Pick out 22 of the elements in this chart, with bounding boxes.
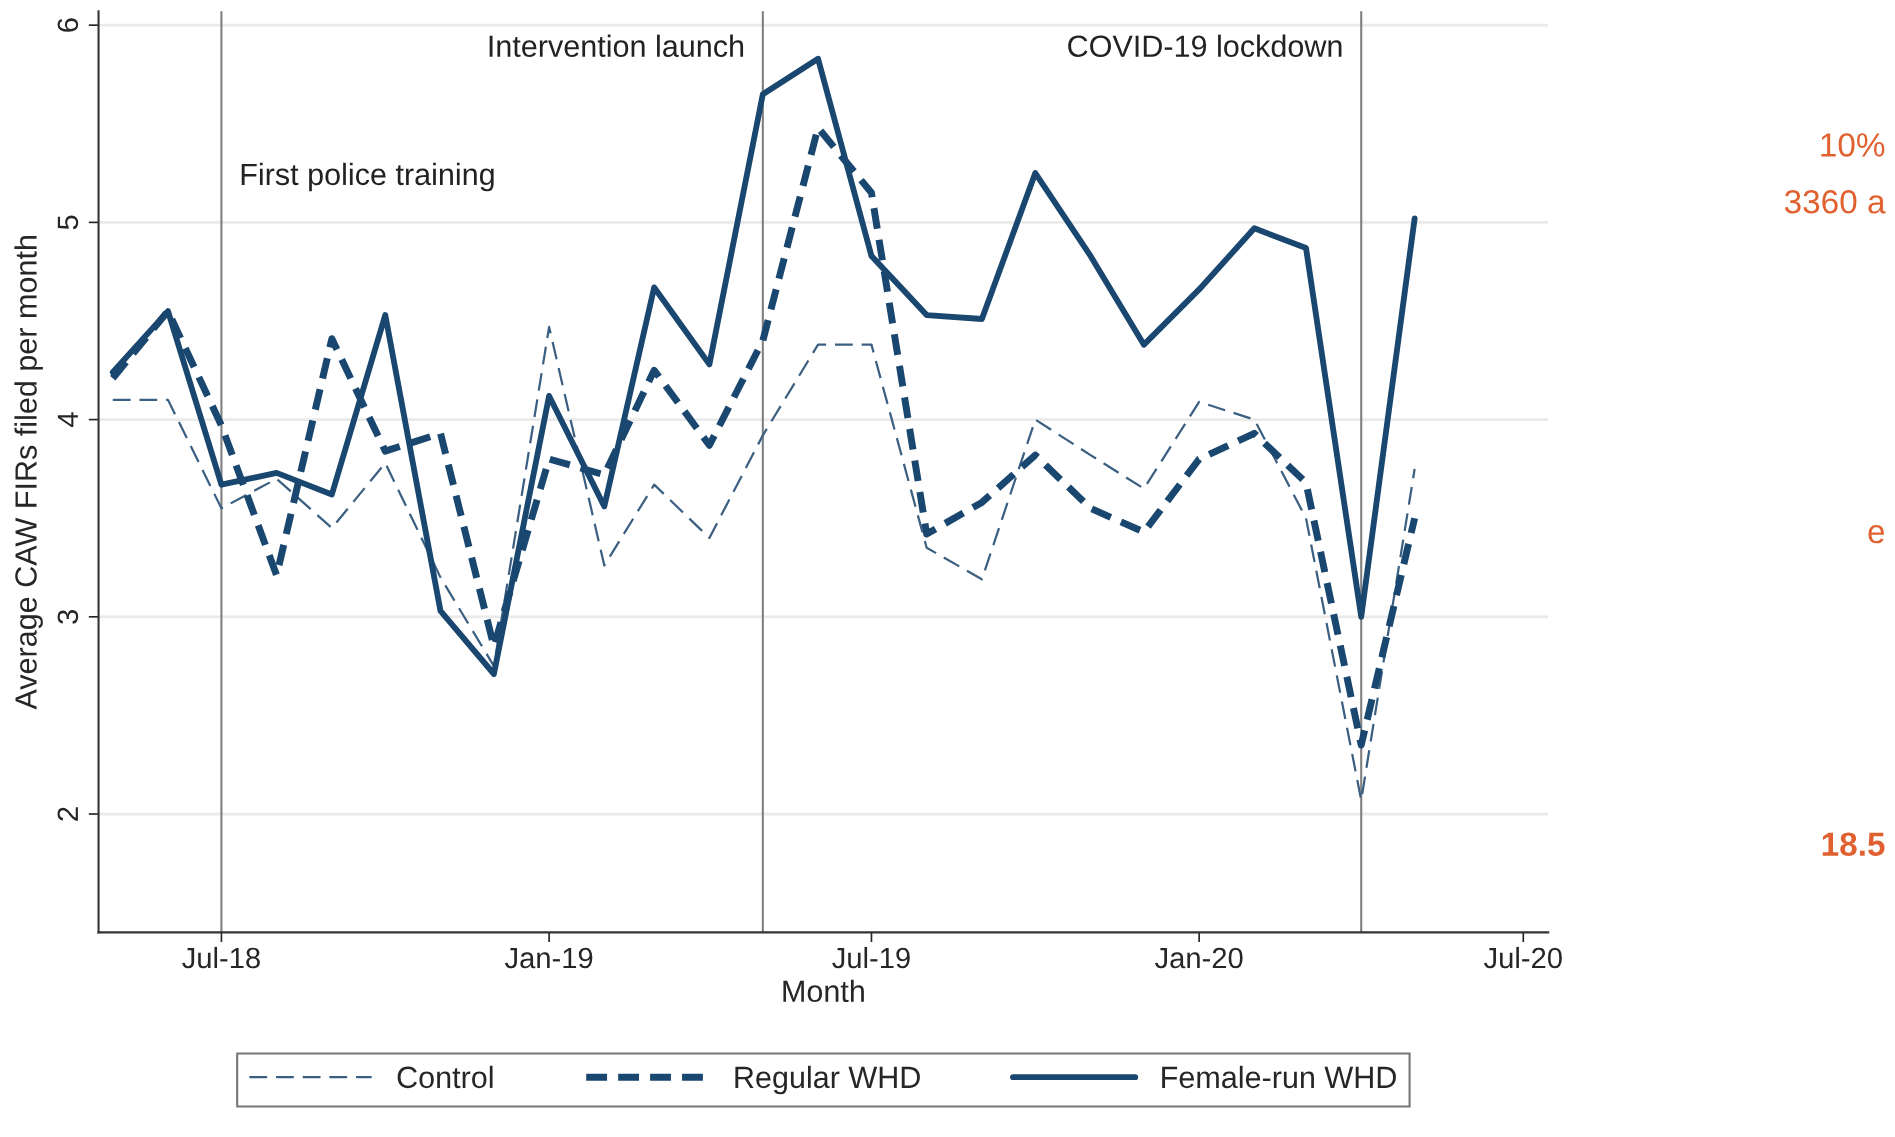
legend-label: Regular WHD bbox=[735, 1065, 920, 1095]
y-tick-label: 3 bbox=[57, 609, 79, 624]
x-tick-label: Jan-20 bbox=[1155, 947, 1243, 969]
x-tick-label: Jan-19 bbox=[504, 947, 593, 969]
ref-line-label: First police training bbox=[241, 162, 494, 192]
ref-line-label: Intervention launch bbox=[489, 34, 744, 58]
y-axis-title: Average CAW FIRs filed per month bbox=[14, 236, 43, 710]
y-tick-label: 6 bbox=[57, 18, 79, 32]
x-tick-label: Jul-20 bbox=[1484, 946, 1562, 969]
legend-label: Control bbox=[397, 1065, 493, 1089]
text: 3360 a bbox=[1784, 190, 1886, 214]
text: e bbox=[1868, 525, 1885, 544]
legend-label: Female-run WHD bbox=[1162, 1065, 1396, 1089]
ref-line-label: COVID-19 lockdown bbox=[1068, 34, 1342, 58]
text: 18.5 bbox=[1822, 832, 1885, 857]
y-tick-label: 2 bbox=[57, 807, 78, 821]
x-tick-label: Jul-18 bbox=[182, 946, 260, 969]
y-tick-label: 5 bbox=[57, 215, 79, 230]
x-axis-title: Month bbox=[783, 979, 864, 1003]
y-tick-label: 4 bbox=[57, 412, 78, 428]
text: 10% bbox=[1821, 133, 1885, 157]
x-tick-label: Jul-19 bbox=[832, 946, 910, 969]
